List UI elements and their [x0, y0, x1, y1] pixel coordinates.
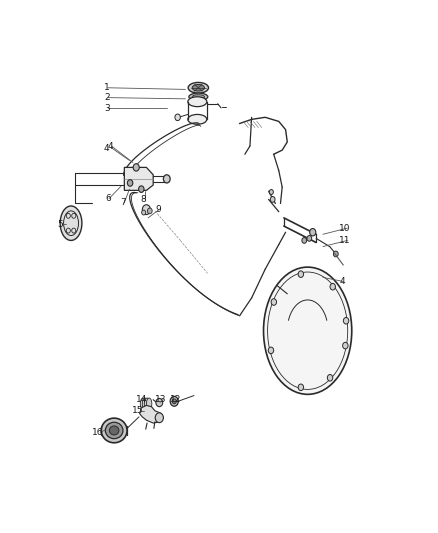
Circle shape	[271, 298, 276, 305]
Circle shape	[127, 180, 133, 186]
Text: 11: 11	[339, 236, 351, 245]
Ellipse shape	[264, 267, 352, 394]
Circle shape	[138, 186, 144, 192]
Ellipse shape	[140, 398, 146, 409]
Circle shape	[268, 347, 274, 354]
Circle shape	[343, 318, 349, 324]
Circle shape	[163, 175, 170, 183]
Ellipse shape	[188, 83, 208, 93]
Text: 10: 10	[339, 224, 351, 232]
Text: 4: 4	[107, 142, 113, 150]
Polygon shape	[140, 406, 163, 423]
Text: 4: 4	[104, 143, 110, 152]
Text: 6: 6	[105, 194, 111, 203]
Ellipse shape	[192, 84, 205, 91]
Text: 2: 2	[104, 93, 110, 102]
Circle shape	[175, 114, 180, 120]
Text: 9: 9	[155, 205, 161, 214]
Ellipse shape	[188, 97, 207, 107]
Text: 1: 1	[104, 83, 110, 92]
Ellipse shape	[60, 206, 82, 240]
Ellipse shape	[145, 398, 150, 409]
Circle shape	[142, 205, 151, 215]
Circle shape	[133, 164, 139, 171]
Ellipse shape	[110, 426, 119, 435]
Circle shape	[310, 229, 316, 236]
Circle shape	[327, 375, 333, 381]
Circle shape	[330, 284, 336, 290]
Text: 5: 5	[57, 220, 63, 229]
Circle shape	[170, 397, 178, 406]
Circle shape	[269, 190, 273, 195]
Ellipse shape	[101, 418, 127, 443]
Text: 15: 15	[132, 406, 144, 415]
Circle shape	[298, 271, 304, 277]
Ellipse shape	[192, 95, 205, 99]
Ellipse shape	[142, 398, 148, 409]
Circle shape	[172, 399, 176, 404]
Circle shape	[270, 197, 275, 202]
Circle shape	[148, 208, 152, 214]
Text: 14: 14	[136, 395, 148, 404]
Text: 8: 8	[141, 195, 146, 204]
Circle shape	[141, 210, 146, 215]
Polygon shape	[124, 167, 153, 190]
Circle shape	[298, 384, 304, 391]
Ellipse shape	[105, 422, 123, 439]
Text: 3: 3	[104, 104, 110, 113]
Circle shape	[343, 342, 348, 349]
Circle shape	[302, 238, 307, 243]
Text: 7: 7	[120, 198, 126, 207]
Circle shape	[156, 399, 162, 407]
Circle shape	[307, 236, 312, 241]
Circle shape	[333, 251, 338, 257]
Text: 13: 13	[155, 395, 166, 404]
Text: 12: 12	[170, 395, 181, 404]
Ellipse shape	[146, 398, 152, 409]
Text: 16: 16	[92, 428, 104, 437]
Circle shape	[155, 413, 163, 423]
Text: 4: 4	[339, 277, 345, 286]
Ellipse shape	[189, 93, 208, 101]
Ellipse shape	[188, 115, 207, 124]
